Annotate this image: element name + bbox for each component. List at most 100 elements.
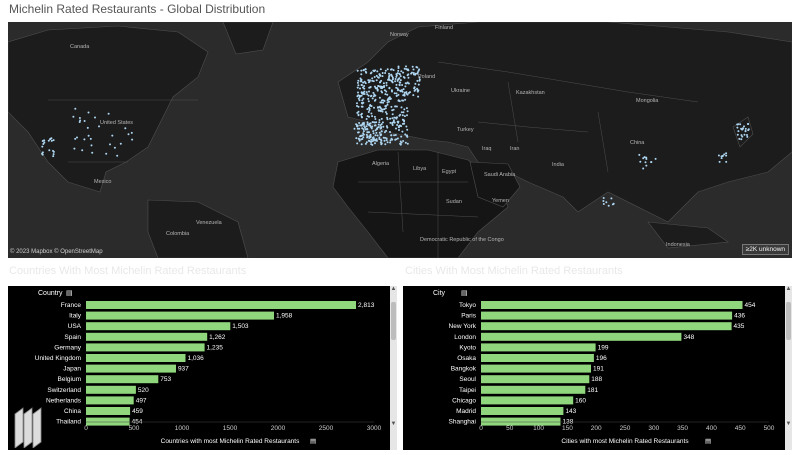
bar[interactable] [481, 343, 596, 352]
unknown-locations-badge[interactable]: ≥2K unknown [741, 244, 789, 255]
restaurant-point [406, 114, 408, 117]
bar[interactable] [481, 332, 682, 341]
restaurant-point [74, 107, 77, 110]
restaurant-point [358, 99, 361, 102]
restaurant-point [393, 121, 396, 124]
bar-value-label: 520 [138, 387, 149, 394]
restaurant-point [388, 87, 391, 90]
restaurant-point [43, 139, 46, 142]
restaurant-point [373, 124, 376, 127]
bar[interactable] [86, 332, 208, 341]
restaurant-point [397, 88, 400, 91]
restaurant-point [372, 91, 375, 94]
bar[interactable] [481, 375, 590, 384]
restaurant-point [394, 78, 397, 80]
restaurant-point [407, 76, 410, 79]
restaurant-point [743, 133, 746, 136]
bar[interactable] [481, 417, 561, 426]
bar[interactable] [86, 343, 205, 352]
scroll-up-icon[interactable]: ▲ [785, 286, 792, 292]
bar[interactable] [86, 396, 134, 405]
restaurant-point [83, 138, 86, 141]
bar[interactable] [86, 311, 274, 320]
bar[interactable] [481, 364, 591, 373]
restaurant-point [91, 151, 94, 154]
row-label: United Kingdom [35, 355, 81, 362]
restaurant-point [367, 131, 369, 134]
restaurant-point [373, 115, 376, 118]
bar[interactable] [86, 364, 176, 373]
bar[interactable] [481, 385, 586, 394]
bar[interactable] [86, 322, 231, 331]
restaurant-point [357, 114, 360, 117]
scroll-down-icon[interactable]: ▼ [390, 421, 397, 427]
row-label: Switzerland [47, 387, 81, 394]
restaurant-point [364, 142, 367, 145]
bar-value-label: 348 [683, 334, 694, 341]
bar[interactable] [481, 354, 594, 362]
restaurant-point [367, 94, 370, 97]
restaurant-point [406, 128, 409, 131]
cities-section-title: Cities With Most Michelin Rated Restaura… [405, 265, 623, 277]
bar[interactable] [481, 396, 574, 405]
bar[interactable] [481, 322, 732, 331]
restaurant-point [386, 126, 389, 129]
bar[interactable] [86, 407, 131, 415]
restaurant-point [360, 105, 363, 108]
restaurant-point [362, 132, 365, 135]
restaurant-point [405, 65, 407, 68]
bar[interactable] [86, 354, 186, 362]
scroll-up-icon[interactable]: ▲ [390, 286, 397, 292]
restaurant-point [374, 134, 377, 137]
restaurant-point [362, 81, 365, 84]
bar[interactable] [86, 385, 136, 394]
restaurant-point [355, 137, 358, 140]
map-label: Saudi Arabia [484, 172, 516, 178]
restaurant-point [404, 133, 407, 136]
map-label: Algeria [372, 161, 390, 167]
restaurant-point [400, 70, 403, 73]
restaurant-point [378, 96, 381, 99]
restaurant-point [398, 129, 400, 131]
restaurant-point [378, 131, 381, 134]
world-map[interactable]: Canada United States Mexico Venezuela Colomb… [8, 22, 792, 258]
restaurant-point [383, 139, 386, 142]
bar[interactable] [481, 311, 733, 320]
scroll-thumb[interactable] [786, 302, 791, 340]
bar[interactable] [481, 301, 743, 309]
restaurant-point [363, 125, 366, 128]
restaurant-point [79, 119, 82, 122]
row-label: Osaka [457, 355, 476, 362]
restaurant-point [746, 134, 748, 136]
bar[interactable] [86, 375, 159, 384]
restaurant-point [395, 127, 397, 130]
restaurant-point [612, 202, 615, 205]
restaurant-point [391, 90, 393, 93]
restaurant-point [416, 87, 419, 90]
row-label: Tokyo [459, 302, 476, 309]
bar[interactable] [86, 417, 130, 426]
restaurant-point [391, 109, 394, 112]
scroll-down-icon[interactable]: ▼ [785, 421, 792, 427]
restaurant-point [357, 105, 360, 108]
restaurant-point [376, 70, 379, 73]
restaurant-point [376, 134, 379, 137]
bar[interactable] [86, 301, 356, 309]
scroll-thumb[interactable] [391, 302, 396, 340]
restaurant-point [105, 152, 108, 155]
restaurant-point [361, 122, 364, 125]
restaurant-point [76, 136, 78, 139]
cities-chart-panel[interactable]: City ▤ Tokyo 454 Paris 436 New York 435 London 34… [403, 286, 792, 450]
restaurant-point [409, 91, 411, 94]
restaurant-point [368, 109, 371, 112]
restaurant-point [385, 129, 388, 132]
bar[interactable] [481, 407, 564, 415]
countries-chart-panel[interactable]: Country ▤ France 2,813 Italy 1,958 USA 1,503 Spa… [8, 286, 397, 450]
restaurant-point [393, 92, 396, 95]
restaurant-point [418, 79, 421, 82]
map-attribution[interactable]: © 2023 Mapbox © OpenStreetMap [10, 249, 103, 255]
restaurant-point [368, 86, 371, 89]
countries-scrollbar[interactable]: ▲ ▼ [390, 286, 397, 450]
cities-scrollbar[interactable]: ▲ ▼ [785, 286, 792, 450]
restaurant-point [358, 138, 361, 141]
